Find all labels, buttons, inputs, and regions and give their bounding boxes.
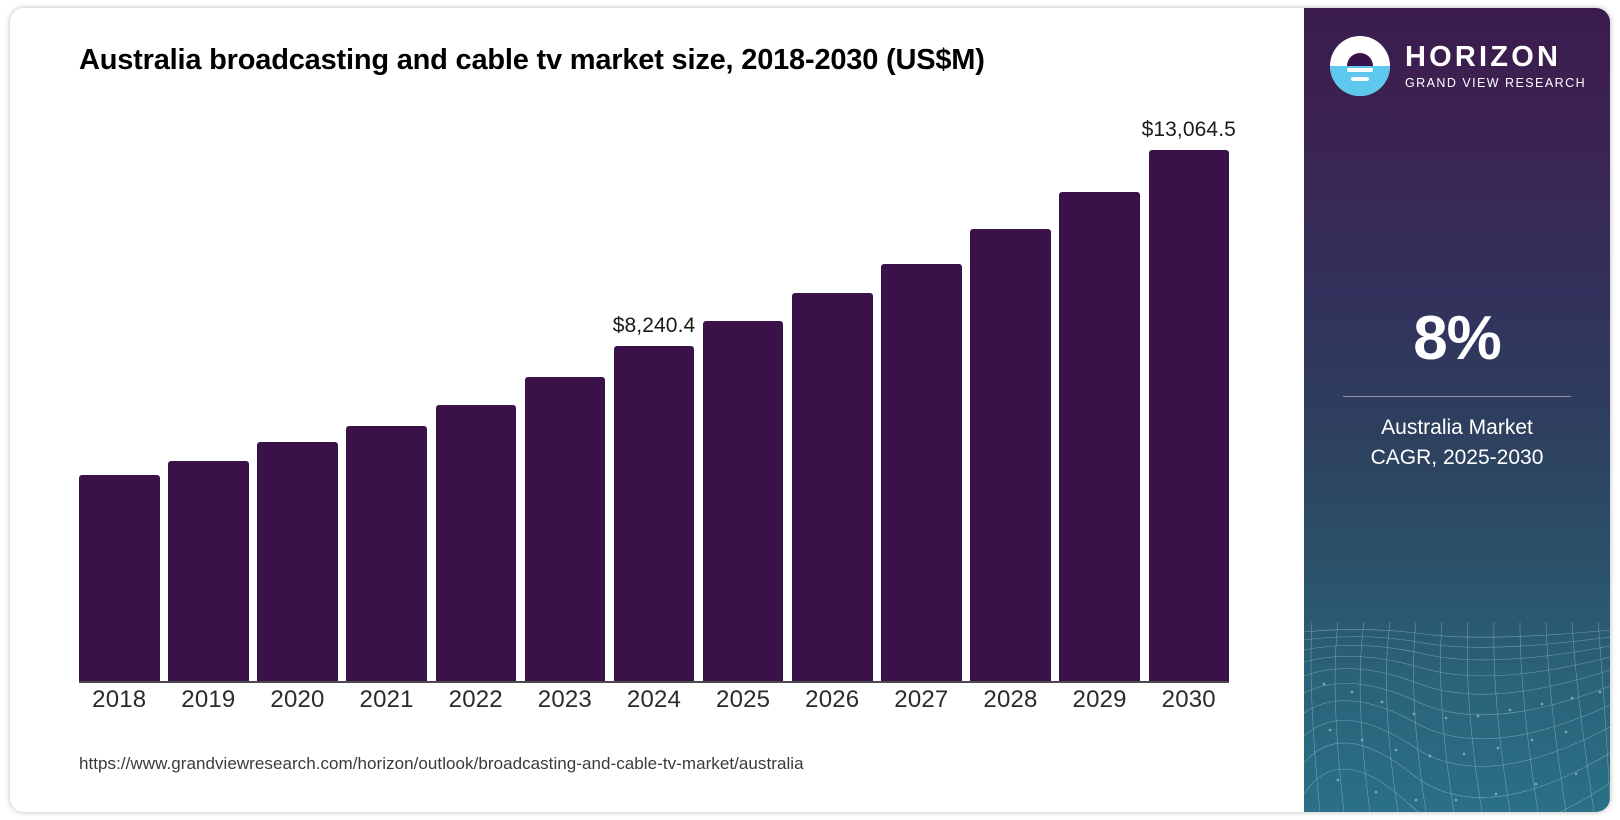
brand-sidebar: HORIZON GRAND VIEW RESEARCH 8% Australia… [1304,8,1610,812]
x-tick-2028: 2028 [983,686,1038,713]
bar-2023[interactable] [524,376,606,681]
bar-slot [1059,128,1140,681]
bar-slot [792,128,873,681]
chart-card: Australia broadcasting and cable tv mark… [10,8,1610,812]
logo-bar-upper [1347,68,1373,72]
logo-sun-dome [1347,53,1373,66]
brand-tagline: GRAND VIEW RESEARCH [1405,76,1587,91]
x-tick-2021: 2021 [359,686,414,713]
bar-slot [257,128,338,681]
x-tick-2030: 2030 [1161,686,1216,713]
bar-series: $8,240.4 $13,064.5 [79,118,1236,681]
bar-slot [346,128,427,681]
cagr-caption-line-2: CAGR, 2025-2030 [1370,445,1544,469]
bar-slot [970,128,1051,681]
cagr-caption-line-1: Australia Market [1381,416,1533,439]
x-tick-2024: 2024 [626,686,682,713]
x-tick-2018: 2018 [92,686,147,713]
x-axis-tick-labels: 2018 2019 2020 2021 2022 2023 2024 2025 2026 2027… [79,686,1229,728]
bar-2019[interactable] [168,461,249,681]
bar-value-label: $13,064.5 [1141,118,1236,141]
bar-slot: $13,064.5 [1142,118,1236,681]
x-tick-2022: 2022 [448,686,503,713]
bar-slot [524,128,606,681]
bar-2030[interactable] [1148,150,1229,681]
wireframe-mesh-decoration [1304,622,1610,812]
x-tick-2025: 2025 [716,686,771,713]
x-tick-2019: 2019 [181,686,236,713]
bar-2025[interactable] [702,320,784,681]
bar-slot [435,128,516,681]
bar-slot [702,128,784,681]
x-tick-2026: 2026 [805,686,860,713]
logo-bar-lower [1351,77,1369,81]
bar-2027[interactable] [881,264,962,681]
chart-title: Australia broadcasting and cable tv mark… [79,44,985,76]
bar-2029[interactable] [1059,192,1140,681]
horizon-sunrise-icon [1330,36,1390,96]
chart-panel: Australia broadcasting and cable tv mark… [10,8,1304,812]
brand-wordmark: HORIZON GRAND VIEW RESEARCH [1405,40,1587,91]
bar-2022[interactable] [435,405,516,681]
bar-2026[interactable] [792,292,873,681]
brand-logo: HORIZON GRAND VIEW RESEARCH [1330,36,1586,96]
bar-slot: $8,240.4 [612,128,696,681]
stat-divider [1343,396,1571,397]
bar-2024[interactable] [613,346,695,681]
x-tick-2020: 2020 [270,686,325,713]
x-axis-line [79,681,1229,683]
source-url[interactable]: https://www.grandviewresearch.com/horizo… [79,754,804,773]
bar-slot [168,128,249,681]
cagr-value: 8% [1413,304,1502,373]
cagr-caption: Australia Market CAGR, 2025-2030 [1304,413,1610,473]
bar-value-label: $8,240.4 [612,314,696,338]
x-tick-2027: 2027 [894,686,949,713]
cagr-stat-block: 8% Australia Market CAGR, 2025-2030 [1304,308,1610,473]
bar-2020[interactable] [257,442,338,681]
bar-2018[interactable] [79,474,160,681]
plot-area: $8,240.4 $13,064.5 [79,118,1236,683]
x-tick-2023: 2023 [537,686,592,713]
bar-2028[interactable] [970,229,1051,681]
x-tick-2029: 2029 [1072,686,1127,713]
brand-name: HORIZON [1405,40,1562,73]
bar-slot [79,128,160,681]
bar-slot [881,128,962,681]
bar-2021[interactable] [346,426,427,681]
